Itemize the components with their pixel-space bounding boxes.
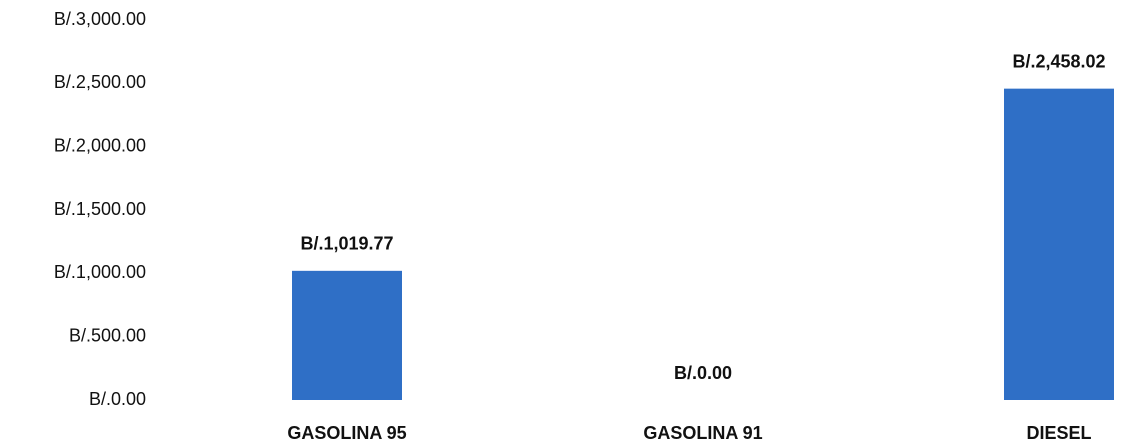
y-tick-label: B/.500.00 [69, 325, 146, 345]
x-tick-label: DIESEL [1026, 423, 1091, 443]
y-tick-label: B/.2,000.00 [54, 135, 146, 155]
y-tick-label: B/.0.00 [89, 389, 146, 409]
value-label: B/.0.00 [674, 363, 732, 383]
y-tick-label: B/.1,500.00 [54, 199, 146, 219]
value-label: B/.1,019.77 [300, 234, 393, 254]
y-tick-label: B/.2,500.00 [54, 72, 146, 92]
y-tick-label: B/.3,000.00 [54, 9, 146, 29]
y-tick-label: B/.1,000.00 [54, 262, 146, 282]
bar [292, 270, 402, 400]
x-tick-label: GASOLINA 95 [287, 423, 406, 443]
x-tick-label: GASOLINA 91 [643, 423, 762, 443]
bar [1004, 88, 1114, 400]
value-label: B/.2,458.02 [1012, 51, 1105, 71]
